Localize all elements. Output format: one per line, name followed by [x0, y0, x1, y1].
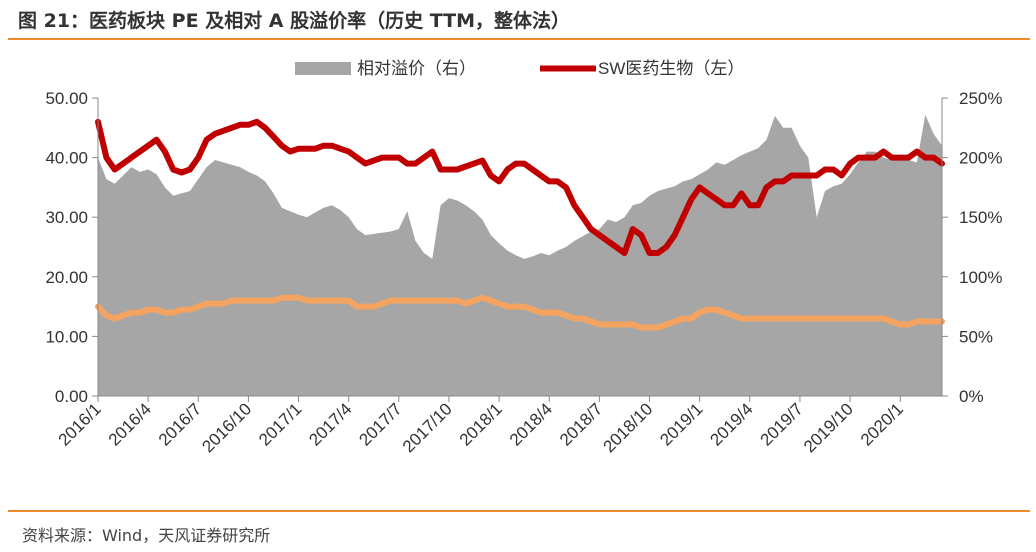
y-left-tick-label: 20.00 — [45, 268, 88, 287]
x-tick-label: 2016/7 — [155, 399, 205, 449]
source-note: 资料来源：Wind，天风证券研究所 — [22, 526, 271, 545]
plot-area — [95, 114, 945, 396]
legend: 相对溢价（右） SW医药生物（左） — [295, 59, 744, 78]
x-tick-label: 2018/4 — [506, 399, 556, 449]
y-right-tick-label: 0% — [959, 387, 984, 406]
x-tick-label: 2019/7 — [757, 399, 807, 449]
title-divider — [8, 38, 1030, 40]
y-right-tick-label: 200% — [959, 149, 1002, 168]
x-tick-label: 2017/7 — [355, 399, 405, 449]
series-area-relative-premium — [98, 114, 942, 396]
x-tick-label: 2018/10 — [599, 399, 656, 456]
legend-swatch-area — [295, 62, 351, 75]
figure-title: 图 21：医药板块 PE 及相对 A 股溢价率（历史 TTM，整体法） — [18, 10, 571, 32]
y-left-tick-label: 50.00 — [45, 89, 88, 108]
x-tick-label: 2019/1 — [656, 399, 706, 449]
x-tick-label: 2017/4 — [305, 399, 355, 449]
series-line-a-share — [95, 294, 945, 331]
x-tick-label: 2017/1 — [255, 399, 305, 449]
legend-label-area: 相对溢价（右） — [357, 59, 476, 78]
y-left-tick-label: 10.00 — [45, 327, 88, 346]
x-tick-label: 2019/10 — [800, 399, 857, 456]
chart: 相对溢价（右） SW医药生物（左） 0.00 10.00 20.00 30.00 40.… — [45, 59, 1002, 456]
y-left-tick-label: 40.00 — [45, 149, 88, 168]
y-left-tick-label: 30.00 — [45, 208, 88, 227]
x-tick-label: 2016/4 — [105, 399, 155, 449]
y-right-tick-label: 250% — [959, 89, 1002, 108]
x-tick-label: 2016/1 — [55, 399, 105, 449]
y-left-tick-label: 0.00 — [55, 387, 88, 406]
footer-divider — [8, 510, 1030, 512]
y-right-tick-label: 100% — [959, 268, 1002, 287]
x-tick-label: 2019/4 — [706, 399, 756, 449]
x-tick-label: 2018/1 — [456, 399, 506, 449]
x-tick-label: 2016/10 — [198, 399, 255, 456]
legend-label-line: SW医药生物（左） — [598, 59, 744, 78]
y-right-tick-label: 150% — [959, 208, 1002, 227]
y-right-tick-label: 50% — [959, 327, 993, 346]
x-tick-label: 2017/10 — [399, 399, 456, 456]
x-tick-label: 2020/1 — [857, 399, 907, 449]
x-tick-label: 2018/7 — [556, 399, 606, 449]
series-line-sw-pharma — [95, 118, 945, 256]
